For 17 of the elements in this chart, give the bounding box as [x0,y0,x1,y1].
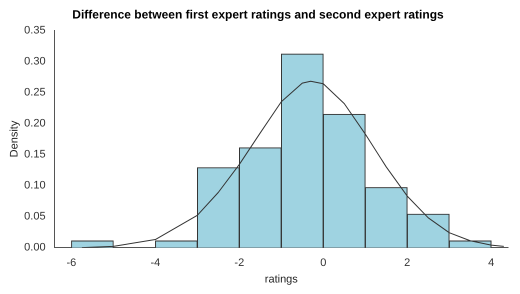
x-tick-label: -4 [150,257,160,270]
x-tick-label: -2 [234,257,244,270]
y-tick-label: 0.05 [24,210,46,223]
chart-title: Difference between first expert ratings and second expert ratings [72,8,444,22]
y-axis-title: Density [8,120,21,158]
x-tick-label: 0 [320,257,326,270]
x-axis-title: ratings [264,273,298,286]
y-tick-label: 0.25 [24,86,46,98]
y-tick-label: 0.30 [24,55,46,68]
y-tick-label: 0.10 [24,180,46,192]
y-tick-label: 0.15 [24,148,46,161]
y-tick-label: 0.00 [24,242,46,254]
x-tick-label: -6 [66,257,76,270]
x-tick-label: 4 [488,257,494,270]
x-tick-label: 2 [404,257,410,270]
y-tick-label: 0.20 [24,118,46,130]
y-tick-label: 0.35 [24,24,46,36]
